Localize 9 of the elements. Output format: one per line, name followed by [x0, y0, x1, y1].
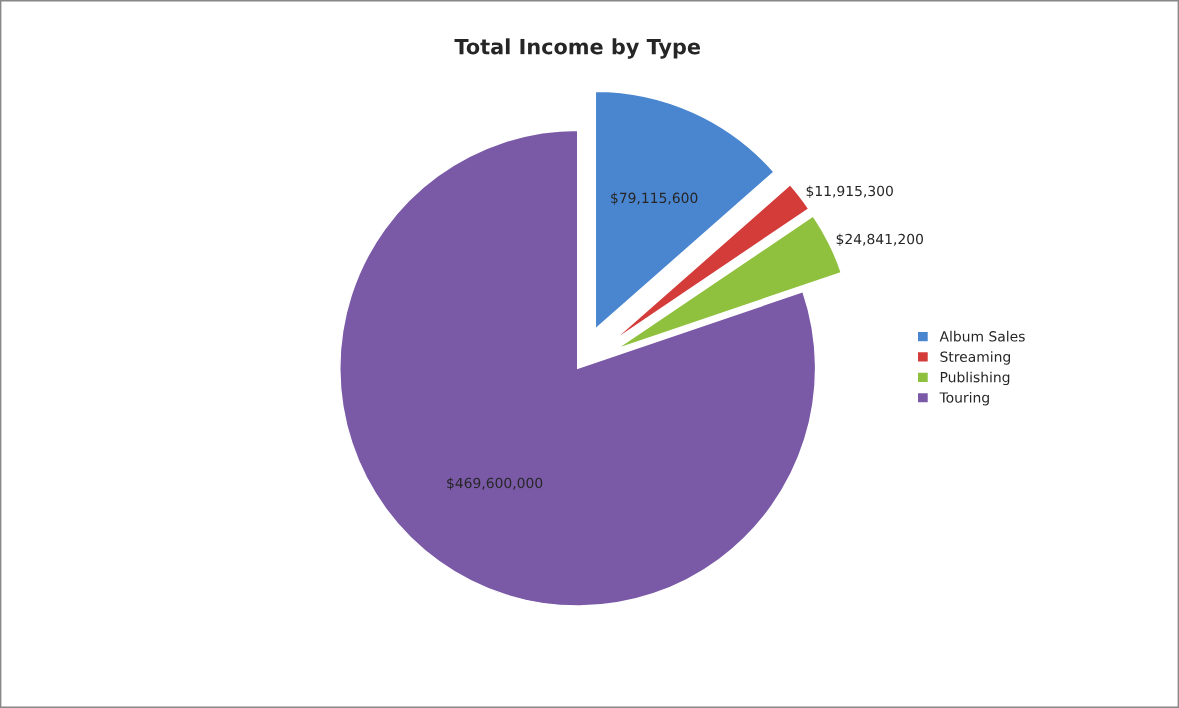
legend-label: Streaming	[940, 351, 1010, 365]
legend-label: Touring	[939, 392, 989, 406]
data-label: $469,600,000	[447, 477, 543, 491]
legend-label: Album Sales	[939, 330, 1025, 342]
legend-label: Publishing	[940, 371, 1010, 386]
data-label: $24,841,200	[836, 233, 923, 247]
data-label: $11,915,300	[806, 185, 893, 199]
chart-title: Total Income by Type	[454, 38, 701, 59]
data-label: $79,115,600	[611, 192, 698, 205]
